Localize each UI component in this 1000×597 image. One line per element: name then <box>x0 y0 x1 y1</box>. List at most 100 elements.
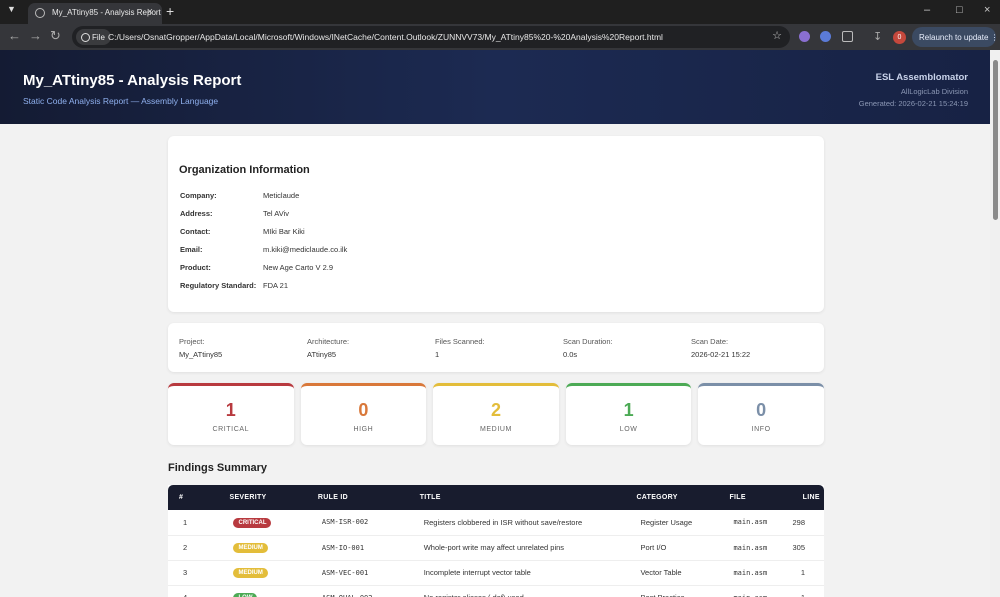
forward[interactable]: → <box>29 28 42 43</box>
profile-badge[interactable]: 0 <box>893 31 906 44</box>
project-item: Files Scanned: 1 <box>435 337 563 372</box>
scroll-thumb[interactable] <box>993 60 998 220</box>
finding-row[interactable]: 3 MEDIUM ASM-VEC-001 Incomplete interrupt v… <box>168 560 824 586</box>
minimize[interactable]: – <box>924 4 931 16</box>
project-label: Project: <box>179 337 205 346</box>
url: C:/Users/OsnatGropper/AppData/Local/Micr… <box>108 32 663 42</box>
finding-cell: LOW <box>189 585 278 597</box>
finding-cell: ASM-VEC-001 <box>277 560 380 586</box>
bookmark[interactable]: ☆ <box>772 30 782 42</box>
severity-card: 1 LOW <box>565 383 692 445</box>
report-title: My_ATtiny85 - Analysis Report <box>23 72 242 89</box>
project-value: 2026-02-21 15:22 <box>691 350 751 359</box>
finding-cell: MEDIUM <box>189 560 278 586</box>
severity-label: MEDIUM <box>479 426 512 433</box>
tab[interactable]: My_ATtiny85 - Analysis Report × <box>28 3 162 24</box>
tab-bar: ▼ My_ATtiny85 - Analysis Report × + – □ × <box>0 0 1000 24</box>
severity-card: 2 MEDIUM <box>433 383 559 445</box>
finding-cell: Register Usage <box>596 510 700 536</box>
relaunch-button[interactable]: Relaunch to update ⋮ <box>912 27 999 47</box>
finding-cell: 1 <box>772 585 824 597</box>
project-item: Project: My_ATtiny85 <box>179 337 307 372</box>
tab-search[interactable]: ▼ <box>7 4 16 14</box>
scrollbar[interactable] <box>990 50 1000 597</box>
severity-count: 2 <box>490 400 501 420</box>
finding-cell: 1 <box>168 510 190 536</box>
finding-cell: main.asm <box>699 585 773 597</box>
section-title: Organization Information <box>179 164 310 176</box>
info-row: Product: New Age Carto V 2.9 <box>179 258 824 276</box>
section-title: Findings Summary <box>168 462 268 474</box>
division: AllLogicLab Division <box>900 87 968 96</box>
finding-cell: main.asm <box>699 535 773 561</box>
info-value: m.kiki@mediclaude.co.ilk <box>263 244 348 254</box>
finding-cell: MEDIUM <box>189 535 278 561</box>
report-header: My_ATtiny85 - Analysis Report Static Cod… <box>0 50 990 124</box>
finding-cell: ASM-IO-001 <box>277 535 380 561</box>
finding-cell: main.asm <box>699 560 773 586</box>
finding-cell: CRITICAL <box>189 510 278 536</box>
extensions-menu[interactable] <box>842 31 853 42</box>
column-header: RULE ID <box>277 485 380 510</box>
info-row: Company: Meticlaude <box>179 186 824 204</box>
finding-cell: Whole-port write may affect unrelated pi… <box>379 535 597 561</box>
close-tab[interactable]: × <box>146 6 153 18</box>
finding-cell: 298 <box>772 510 824 536</box>
column-header: # <box>168 485 190 510</box>
generated: Generated: 2026-02-21 15:24:19 <box>858 99 968 108</box>
info-value: New Age Carto V 2.9 <box>263 262 334 272</box>
project-label: Files Scanned: <box>435 337 485 346</box>
info-value: MIki Bar Kiki <box>263 226 305 236</box>
finding-cell: 2 <box>168 535 190 561</box>
severity-card: 0 HIGH <box>300 383 427 445</box>
info-label: Regulatory Standard: <box>180 280 257 290</box>
severity-label: CRITICAL <box>212 426 250 433</box>
back[interactable]: ← <box>8 28 21 43</box>
maximize[interactable]: □ <box>956 4 963 16</box>
project-label: Architecture: <box>307 337 350 346</box>
finding-cell: 3 <box>168 560 190 586</box>
finding-row[interactable]: 2 MEDIUM ASM-IO-001 Whole-port write may af… <box>168 535 824 561</box>
info-row: Regulatory Standard: FDA 21 <box>179 276 824 294</box>
finding-cell: main.asm <box>699 510 773 536</box>
reload[interactable]: ↻ <box>50 28 61 43</box>
finding-cell: Vector Table <box>596 560 700 586</box>
project-item: Scan Duration: 0.0s <box>563 337 691 372</box>
downloads[interactable]: ↧ <box>873 31 883 43</box>
project-card: Project: My_ATtiny85 Architecture: ATtiny85… <box>168 323 824 372</box>
new-tab[interactable]: + <box>166 3 175 19</box>
column-header: SEVERITY <box>189 485 278 510</box>
column-header: FILE <box>699 485 773 510</box>
severity-badge: MEDIUM <box>233 568 268 578</box>
address-bar[interactable]: File C:/Users/OsnatGropper/AppData/Local… <box>72 26 790 48</box>
project-label: Scan Duration: <box>563 337 613 346</box>
info-value: Meticlaude <box>263 190 300 200</box>
finding-row[interactable]: 4 LOW ASM-QUAL-002No register aliases (.de… <box>168 585 824 597</box>
extension[interactable] <box>799 31 810 42</box>
project-item: Scan Date: 2026-02-21 15:22 <box>691 337 819 372</box>
finding-cell: 4 <box>168 585 190 597</box>
organization-card: Organization Information Company: Meticla… <box>168 136 824 312</box>
findings-table: # SEVERITY RULE ID TITLE CATEGORY FILE LINE 1 CR… <box>168 485 824 597</box>
finding-cell: 1 <box>772 560 824 586</box>
info-label: Company: <box>180 190 217 200</box>
severity-label: INFO <box>751 426 771 433</box>
site-info[interactable]: File <box>76 29 111 45</box>
column-header: CATEGORY <box>596 485 700 510</box>
finding-row[interactable]: 1 CRITICAL ASM-ISR-002 Registers clobbered … <box>168 510 824 536</box>
column-header: LINE <box>772 485 824 510</box>
info-row: Email: m.kiki@mediclaude.co.ilk <box>179 240 824 258</box>
info-value: FDA 21 <box>263 280 289 290</box>
finding-cell: ASM-ISR-002 <box>277 510 380 536</box>
extension[interactable] <box>820 31 831 42</box>
severity-count: 1 <box>623 400 634 420</box>
finding-cell: Registers clobbered in ISR without save/… <box>379 510 597 536</box>
severity-card: 0 INFO <box>698 383 824 445</box>
relaunch-label: Relaunch to update <box>919 33 989 42</box>
finding-cell: Incomplete interrupt vector table <box>379 560 597 586</box>
close-window[interactable]: × <box>984 4 991 16</box>
severity-badge: MEDIUM <box>233 543 268 553</box>
severity-count: 0 <box>358 400 369 420</box>
